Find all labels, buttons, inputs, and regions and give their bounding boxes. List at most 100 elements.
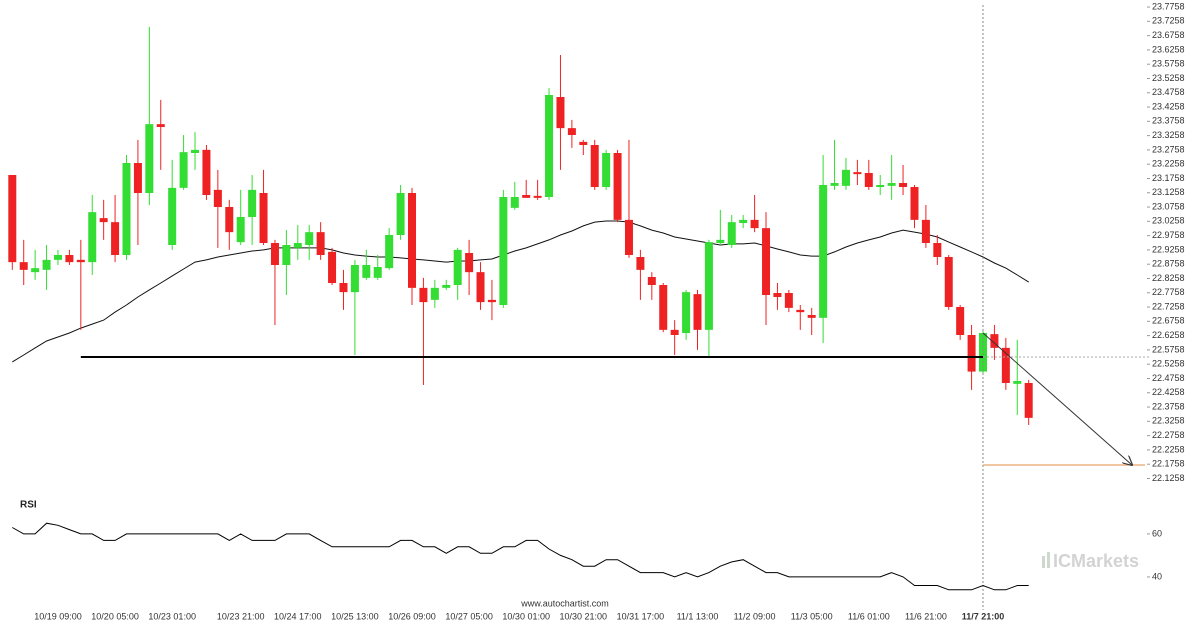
source: www.autochartist.com xyxy=(520,598,609,608)
y-tick-label: 23.2258 xyxy=(1152,159,1185,169)
candle-body xyxy=(465,253,474,273)
candle-body xyxy=(168,187,177,245)
y-tick-label: 22.3758 xyxy=(1152,401,1185,411)
candle-body xyxy=(624,219,633,255)
candle-body xyxy=(476,272,485,303)
rsi-title: RSI xyxy=(20,500,37,511)
x-tick-label: 10/24 17:00 xyxy=(274,611,322,621)
candle-body xyxy=(76,259,85,263)
x-tick-label: 11/6 21:00 xyxy=(905,611,947,621)
x-tick-label: 11/3 05:00 xyxy=(791,611,833,621)
x-tick-label: 10/31 17:00 xyxy=(617,611,665,621)
candle-body xyxy=(453,249,462,285)
candle-body xyxy=(739,219,748,223)
candle-body xyxy=(853,172,862,175)
candle-body xyxy=(887,183,896,186)
candle-body xyxy=(704,242,713,330)
y-tick-label: 23.6758 xyxy=(1152,30,1185,40)
forecast-arrow xyxy=(982,332,1132,465)
candle-body xyxy=(1024,383,1033,418)
y-tick-label: 22.9758 xyxy=(1152,230,1185,240)
candle-body xyxy=(305,232,314,245)
y-tick-label: 23.1258 xyxy=(1152,187,1185,197)
candle-body xyxy=(784,293,793,308)
y-tick-label: 22.2258 xyxy=(1152,444,1185,454)
candle-body xyxy=(42,259,51,270)
x-tick-label: 10/23 01:00 xyxy=(148,611,196,621)
candle-body xyxy=(328,251,337,283)
moving-average xyxy=(12,220,1029,363)
candle-body xyxy=(636,257,645,270)
y-tick-label: 22.7758 xyxy=(1152,287,1185,297)
x-tick-label: 11/6 01:00 xyxy=(848,611,890,621)
candle-body xyxy=(956,307,965,335)
candle-body xyxy=(88,212,97,263)
y-tick-label: 23.1758 xyxy=(1152,173,1185,183)
candle-body xyxy=(933,243,942,257)
candle-body xyxy=(921,219,930,243)
y-tick-label: 22.9258 xyxy=(1152,244,1185,254)
x-tick-label: 10/20 05:00 xyxy=(91,611,139,621)
candle-body xyxy=(373,267,382,278)
candle-body xyxy=(316,232,325,255)
x-tick-label: 11/2 09:00 xyxy=(734,611,776,621)
rsi-line xyxy=(12,522,1029,591)
candle-body xyxy=(65,255,74,263)
candle-body xyxy=(8,175,17,263)
candle-body xyxy=(1013,381,1022,384)
candle-body xyxy=(236,217,245,243)
candle-body xyxy=(899,183,908,187)
candle-body xyxy=(430,287,439,300)
candle-body xyxy=(145,124,154,193)
y-tick-label: 23.2758 xyxy=(1152,144,1185,154)
candle-body xyxy=(750,219,759,229)
y-tick-label: 60 xyxy=(1152,528,1162,538)
candle-body xyxy=(385,235,394,269)
candle-body xyxy=(979,333,987,372)
y-tick-label: 22.8258 xyxy=(1152,273,1185,283)
candle-body xyxy=(944,257,953,307)
candle-body xyxy=(499,197,508,305)
y-tick-label: 23.3758 xyxy=(1152,116,1185,126)
candle-body xyxy=(796,309,805,313)
candle-body xyxy=(270,243,279,265)
watermark: ICMarkets xyxy=(1053,551,1139,571)
y-tick-label: 23.5258 xyxy=(1152,73,1185,83)
y-tick-label: 22.1758 xyxy=(1152,459,1185,469)
candle-body xyxy=(967,335,976,372)
candle-body xyxy=(510,197,519,208)
y-tick-label: 22.4758 xyxy=(1152,373,1185,383)
candle-body xyxy=(590,145,599,187)
y-tick-label: 23.4758 xyxy=(1152,87,1185,97)
y-tick-label: 23.0758 xyxy=(1152,201,1185,211)
candle-body xyxy=(773,293,782,297)
candle-body xyxy=(213,189,222,207)
candle-body xyxy=(819,185,828,318)
y-tick-label: 22.3258 xyxy=(1152,416,1185,426)
candle-body xyxy=(864,173,873,187)
y-tick-label: 22.1258 xyxy=(1152,473,1185,483)
candle-body xyxy=(99,218,108,223)
y-tick-label: 23.4258 xyxy=(1152,101,1185,111)
y-tick-label: 23.3258 xyxy=(1152,130,1185,140)
y-tick-label: 22.5758 xyxy=(1152,344,1185,354)
candle-body xyxy=(350,265,359,293)
candle-body xyxy=(602,153,611,187)
candle-body xyxy=(727,222,736,245)
watermark-logo xyxy=(1042,552,1050,568)
y-tick-label: 23.7258 xyxy=(1152,16,1185,26)
candle-body xyxy=(122,163,131,255)
candle-body xyxy=(202,149,211,195)
y-tick-label: 22.7258 xyxy=(1152,301,1185,311)
candle-body xyxy=(179,152,188,188)
candle-body xyxy=(579,141,588,145)
candle-body xyxy=(362,265,371,278)
candle-body xyxy=(53,255,62,260)
candle-body xyxy=(647,277,656,285)
candle-body xyxy=(533,195,542,198)
x-tick-label: 10/19 09:00 xyxy=(34,611,82,621)
candle-body xyxy=(567,128,576,135)
candle-body xyxy=(716,239,725,243)
candle-body xyxy=(248,189,257,217)
